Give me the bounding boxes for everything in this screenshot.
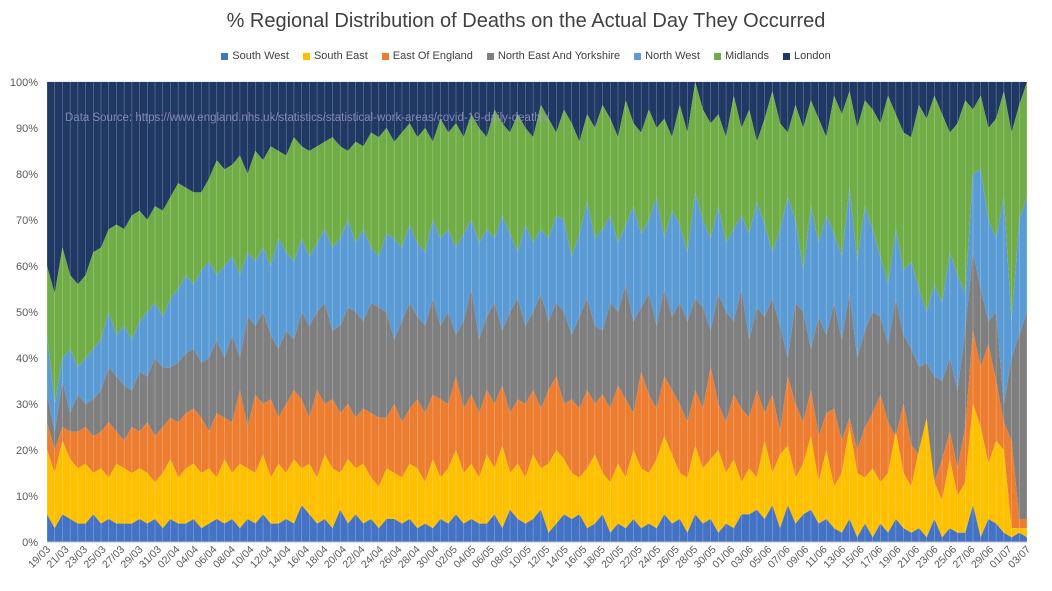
legend-item: South West — [221, 50, 289, 62]
y-tick-label: 100% — [10, 77, 38, 89]
series-area-south-west — [47, 505, 1027, 542]
legend-label: North West — [645, 50, 700, 62]
legend-item: East Of England — [381, 50, 473, 62]
series-area-london — [47, 82, 1027, 294]
legend-label: North East And Yorkshire — [497, 50, 621, 62]
series-area-midlands — [47, 82, 1027, 404]
series-area-south-east — [47, 404, 1027, 538]
y-tick-label: 0% — [22, 537, 38, 549]
data-source-annotation: Data Source: https://www.england.nhs.uk/… — [65, 112, 550, 124]
legend-item: Midlands — [713, 50, 770, 62]
series-area-east-of-england — [47, 330, 1027, 529]
legend-swatch — [783, 52, 791, 60]
series-area-north-west — [47, 169, 1027, 432]
y-tick-label: 50% — [16, 307, 38, 319]
y-tick-label: 40% — [16, 353, 38, 365]
legend-label: East Of England — [392, 50, 473, 62]
y-tick-label: 10% — [16, 491, 38, 503]
y-tick-label: 60% — [16, 261, 38, 273]
y-tick-label: 30% — [16, 399, 38, 411]
series-area-north-east-and-yorkshire — [47, 252, 1027, 519]
legend-label: Midlands — [724, 50, 770, 62]
legend-swatch — [221, 52, 229, 60]
legend-label: South East — [313, 50, 368, 62]
legend-swatch — [302, 52, 310, 60]
legend-swatch — [381, 52, 389, 60]
legend-swatch — [634, 52, 642, 60]
legend-item: South East — [302, 50, 368, 62]
legend-label: South West — [232, 50, 289, 62]
x-tick-label: 03/07 — [1006, 544, 1033, 571]
legend-swatch — [713, 52, 721, 60]
legend-label: London — [794, 50, 831, 62]
chart-title: % Regional Distribution of Deaths on the… — [226, 10, 826, 32]
legend-item: London — [783, 50, 831, 62]
y-tick-label: 90% — [16, 123, 38, 135]
legend-item: North East And Yorkshire — [486, 50, 621, 62]
y-tick-label: 70% — [16, 215, 38, 227]
y-tick-label: 20% — [16, 445, 38, 457]
y-tick-label: 80% — [16, 169, 38, 181]
legend-swatch — [486, 52, 494, 60]
legend-item: North West — [634, 50, 700, 62]
chart-legend: South West South East East Of England North… — [0, 50, 1052, 62]
